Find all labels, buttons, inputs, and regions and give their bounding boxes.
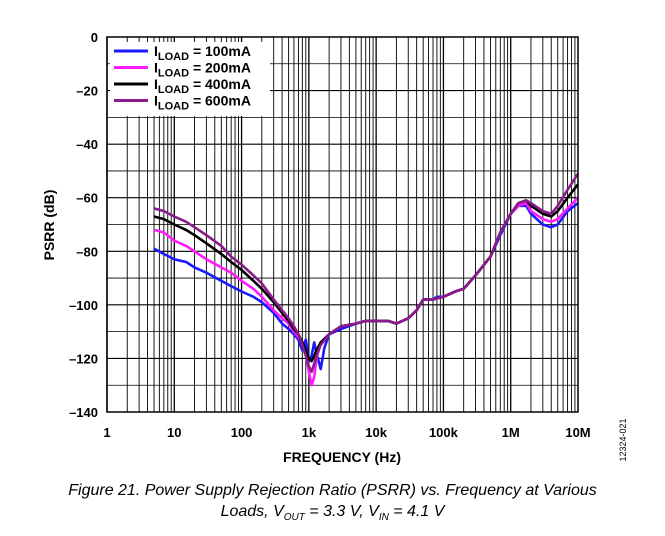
y-tick-label: –100	[69, 298, 98, 313]
y-tick-label: –80	[76, 244, 98, 259]
x-tick-labels: 1 10 100 1k 10k 100k 1M 10M	[103, 425, 590, 440]
y-axis-title: PSRR (dB)	[41, 190, 57, 261]
caption-vout-value: = 3.3 V, V	[304, 503, 379, 520]
x-tick-label: 1M	[502, 425, 520, 440]
x-tick-label: 1k	[302, 425, 317, 440]
x-tick-label: 100k	[429, 425, 459, 440]
y-tick-labels: 0 –20 –40 –60 –80 –100 –120 –140	[69, 30, 98, 420]
figure-caption: Figure 21. Power Supply Rejection Ratio …	[0, 480, 665, 528]
x-tick-label: 10	[167, 425, 181, 440]
y-tick-label: –60	[76, 191, 98, 206]
y-tick-label: 0	[91, 30, 98, 45]
data-curves	[153, 172, 580, 387]
y-tick-label: –140	[69, 405, 98, 420]
legend-label-2: ILOAD = 200mA	[154, 60, 251, 80]
legend-label-1: ILOAD = 100mA	[154, 43, 251, 63]
caption-vin-value: = 4.1 V	[388, 503, 445, 520]
x-tick-label: 100	[231, 425, 253, 440]
figure-code: 12324-021	[618, 418, 628, 461]
caption-vin-sub: IN	[378, 512, 389, 524]
y-tick-label: –20	[76, 84, 98, 99]
plot-frame	[106, 36, 579, 413]
y-tick-label: –40	[76, 137, 98, 152]
caption-line-2: Loads, VOUT = 3.3 V, VIN = 4.1 V	[0, 501, 665, 528]
x-tick-label: 10M	[565, 425, 590, 440]
legend-label-3: ILOAD = 400mA	[154, 76, 251, 96]
legend-label-4: ILOAD = 600mA	[154, 93, 251, 113]
x-tick-label: 1	[103, 425, 110, 440]
caption-vout-sub: OUT	[283, 512, 305, 524]
x-tick-label: 10k	[365, 425, 387, 440]
legend-background	[110, 42, 270, 116]
caption-line-1: Figure 21. Power Supply Rejection Ratio …	[68, 482, 597, 499]
y-tick-label: –120	[69, 351, 98, 366]
caption-loads-prefix: Loads, V	[220, 503, 284, 520]
x-axis-title: FREQUENCY (Hz)	[283, 449, 401, 465]
series-line-4	[153, 172, 580, 374]
